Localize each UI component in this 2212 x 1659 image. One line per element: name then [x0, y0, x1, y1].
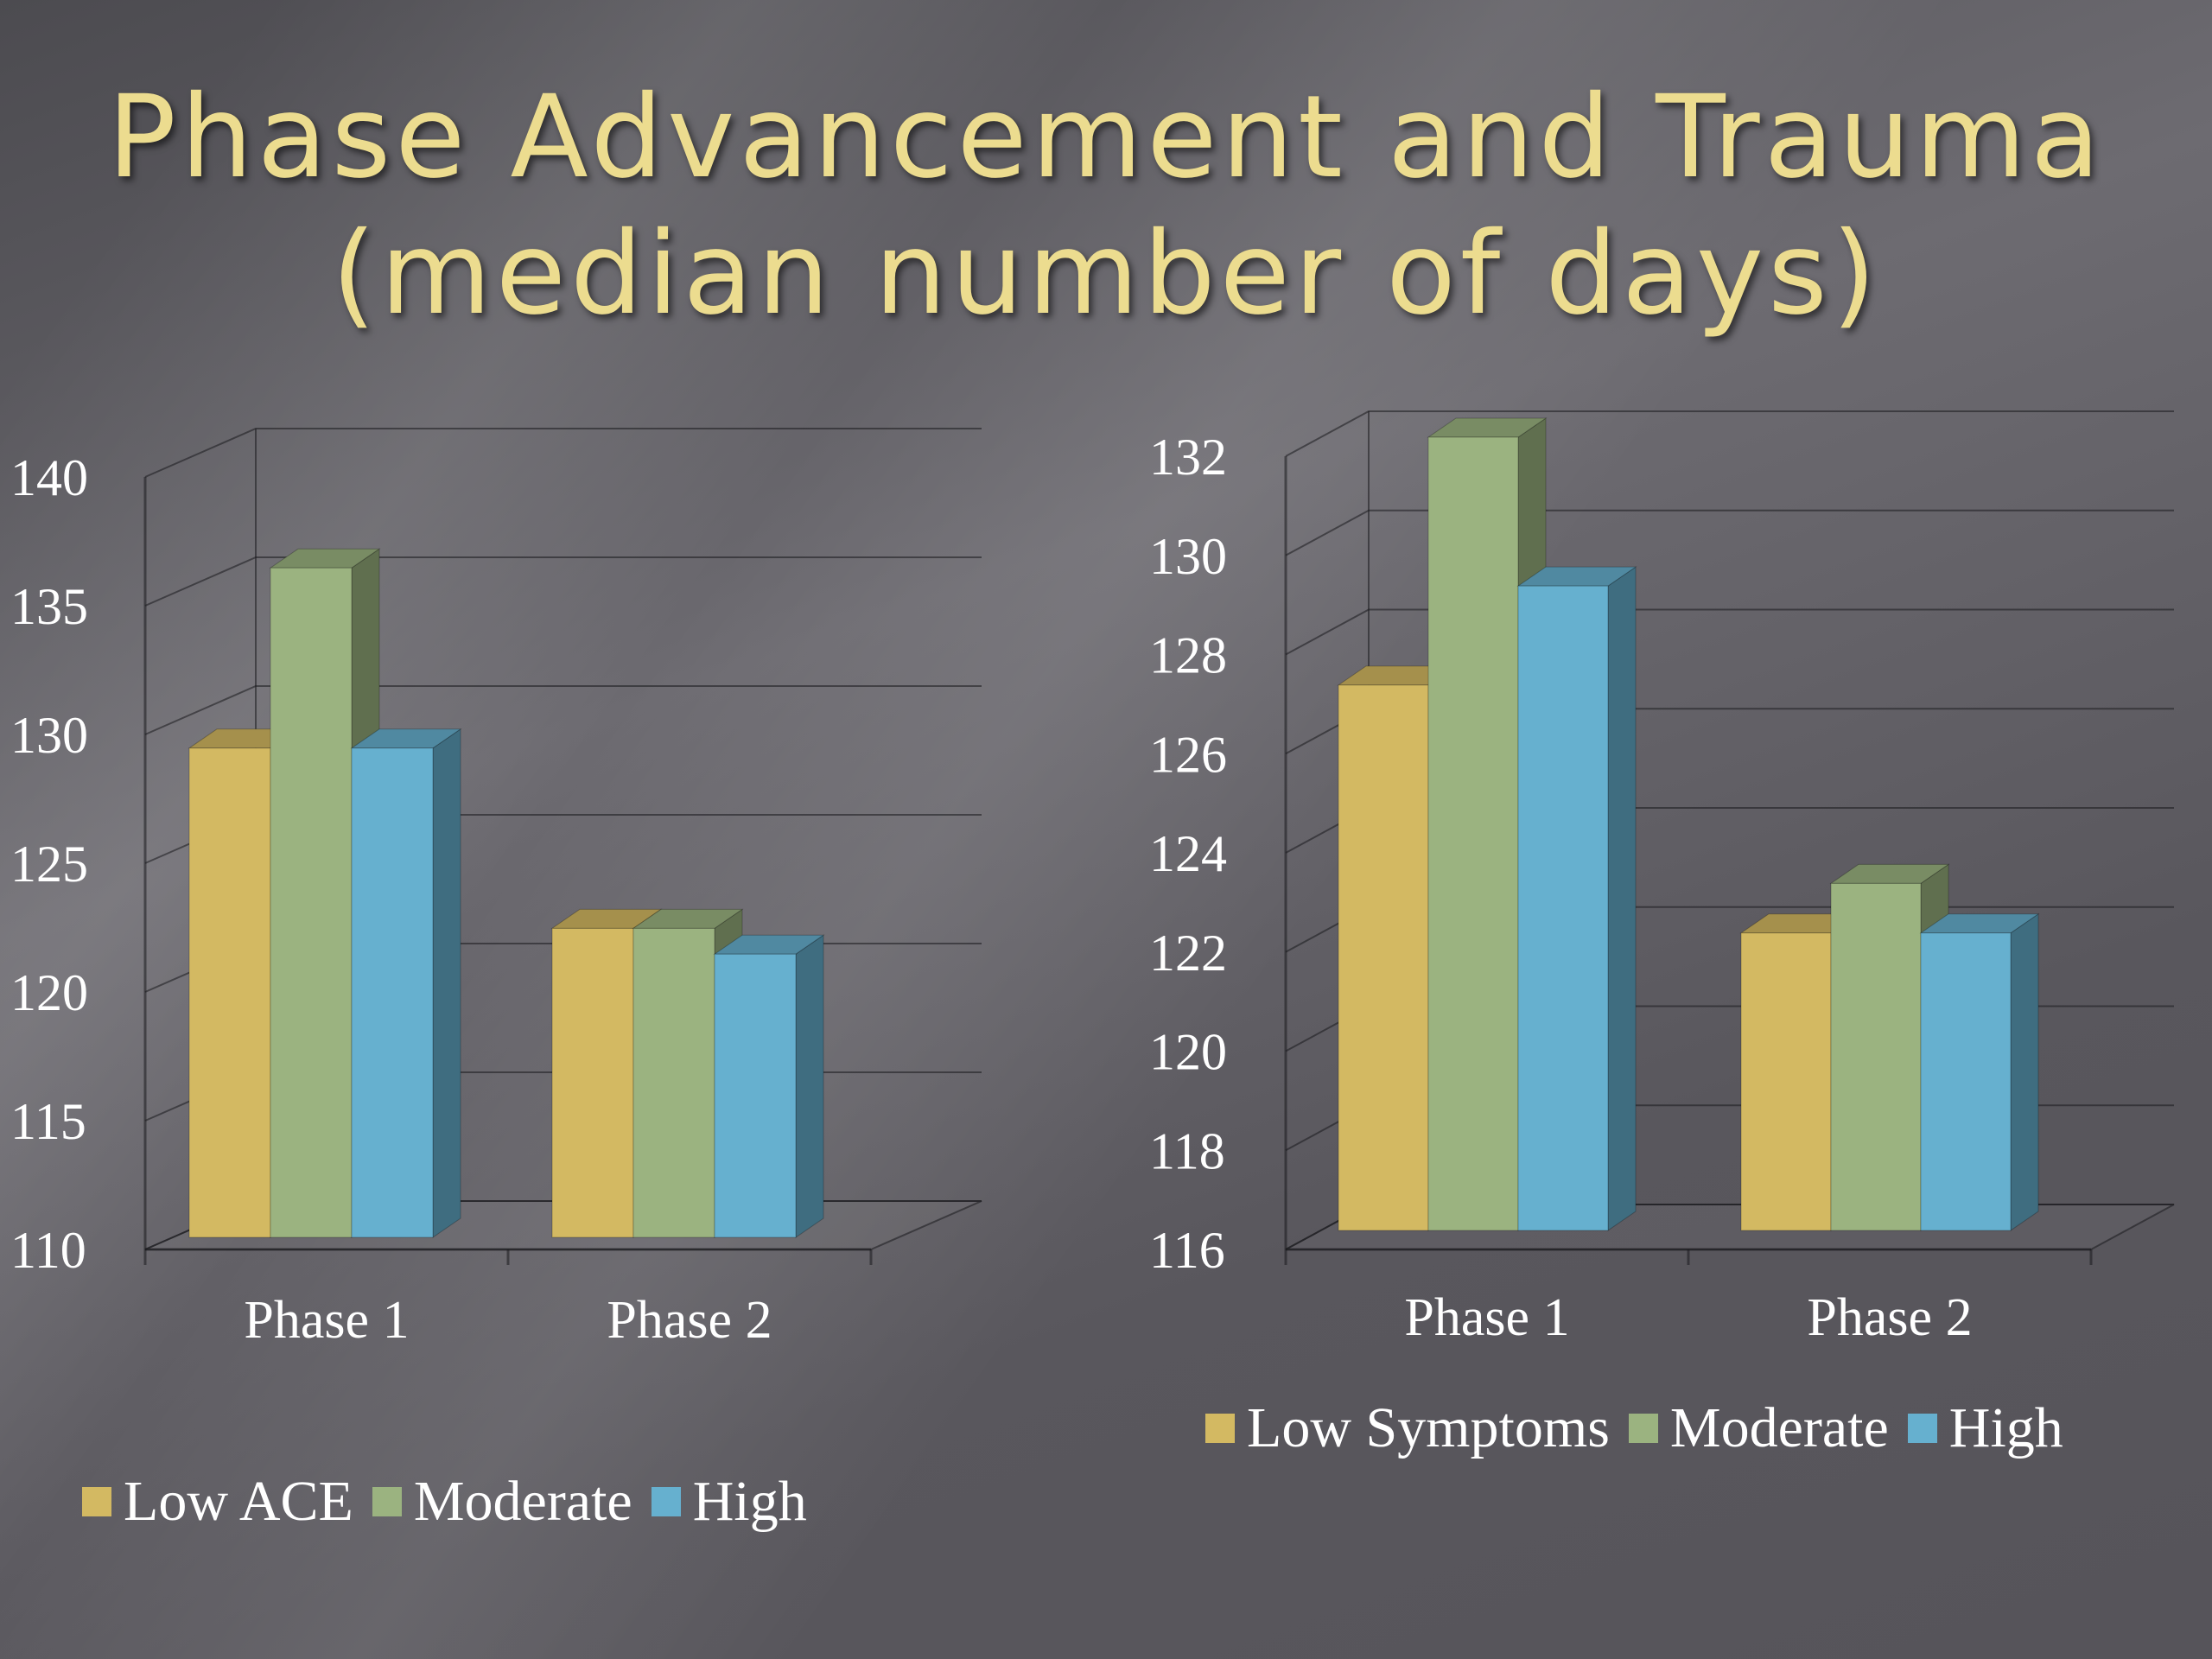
x-tick-label: Phase 1 [244, 1291, 409, 1350]
y-tick-label: 116 [1149, 1222, 1225, 1279]
bar [188, 747, 271, 1238]
x-tick-label: Phase 1 [1404, 1288, 1569, 1347]
gridline [1285, 509, 2174, 556]
bar [1338, 684, 1429, 1231]
legend-item-moderate: Moderate [1628, 1395, 1889, 1461]
legend-swatch-moderate [1628, 1414, 1658, 1443]
legend-swatch-low [82, 1487, 111, 1516]
y-tick-label: 118 [1149, 1122, 1225, 1179]
legend-label-high: High [1948, 1396, 2063, 1459]
x-tick-label: Phase 2 [607, 1291, 772, 1350]
y-tick-label: 120 [10, 964, 88, 1021]
legend-item-high: High [651, 1469, 807, 1535]
y-tick-label: 130 [10, 707, 88, 764]
bar [1920, 932, 2012, 1231]
gridline [144, 685, 982, 735]
title-line-1: Phase Advancement and Trauma [107, 71, 2105, 204]
bar [1830, 882, 1922, 1231]
y-tick-label: 122 [1149, 925, 1227, 982]
legend-swatch-low-symptoms [1205, 1414, 1235, 1443]
bar-side [1607, 566, 1637, 1231]
legend-item-moderate: Moderate [372, 1469, 632, 1535]
bar [1740, 932, 1832, 1231]
legend-label-moderate: Moderate [413, 1470, 632, 1533]
gridline [1285, 608, 2174, 656]
bar [270, 567, 353, 1238]
legend-label-low: Low ACE [124, 1470, 353, 1533]
legend-label-low-symptoms: Low Symptoms [1247, 1396, 1610, 1459]
gridline [1285, 410, 2174, 457]
legend-swatch-high [1907, 1414, 1937, 1443]
bar [714, 953, 797, 1238]
x-tick-label: Phase 2 [1807, 1288, 1972, 1347]
legend-item-low: Low ACE [82, 1469, 353, 1535]
gridline [144, 556, 982, 607]
bar-side [2010, 912, 2039, 1231]
y-tick-label: 110 [10, 1222, 86, 1279]
legend-item-high: High [1907, 1395, 2063, 1461]
y-tick-label: 130 [1149, 528, 1227, 585]
legend-swatch-moderate [372, 1487, 402, 1516]
legend-label-high: High [692, 1470, 807, 1533]
gridline [144, 428, 982, 478]
bar [632, 927, 715, 1238]
y-tick-label: 135 [10, 578, 88, 635]
title-line-2: (median number of days) [331, 207, 1881, 340]
y-tick-label: 120 [1149, 1024, 1227, 1081]
left-chart: 110 115 120 125 130 135 140 Phase 1 Phase 2 [10, 428, 982, 1350]
legend-label-moderate: Moderate [1669, 1396, 1889, 1459]
y-tick-label: 115 [10, 1093, 86, 1150]
bar [1427, 436, 1519, 1231]
slide-title: Phase Advancement and Trauma (median num… [0, 69, 2212, 342]
y-tick-label: 125 [10, 836, 88, 893]
legend-item-low-symptoms: Low Symptoms [1205, 1395, 1610, 1461]
left-legend: Low ACE Moderate High [82, 1469, 807, 1535]
bar [1517, 585, 1609, 1231]
y-tick-label: 132 [1149, 429, 1227, 486]
y-tick-label: 140 [10, 449, 88, 506]
legend-swatch-high [651, 1487, 681, 1516]
bar [551, 927, 634, 1238]
right-legend: Low Symptoms Moderate High [1205, 1395, 2063, 1461]
y-tick-label: 126 [1149, 726, 1227, 783]
y-tick-label: 128 [1149, 627, 1227, 684]
bar [351, 747, 434, 1238]
y-tick-label: 124 [1149, 825, 1227, 882]
